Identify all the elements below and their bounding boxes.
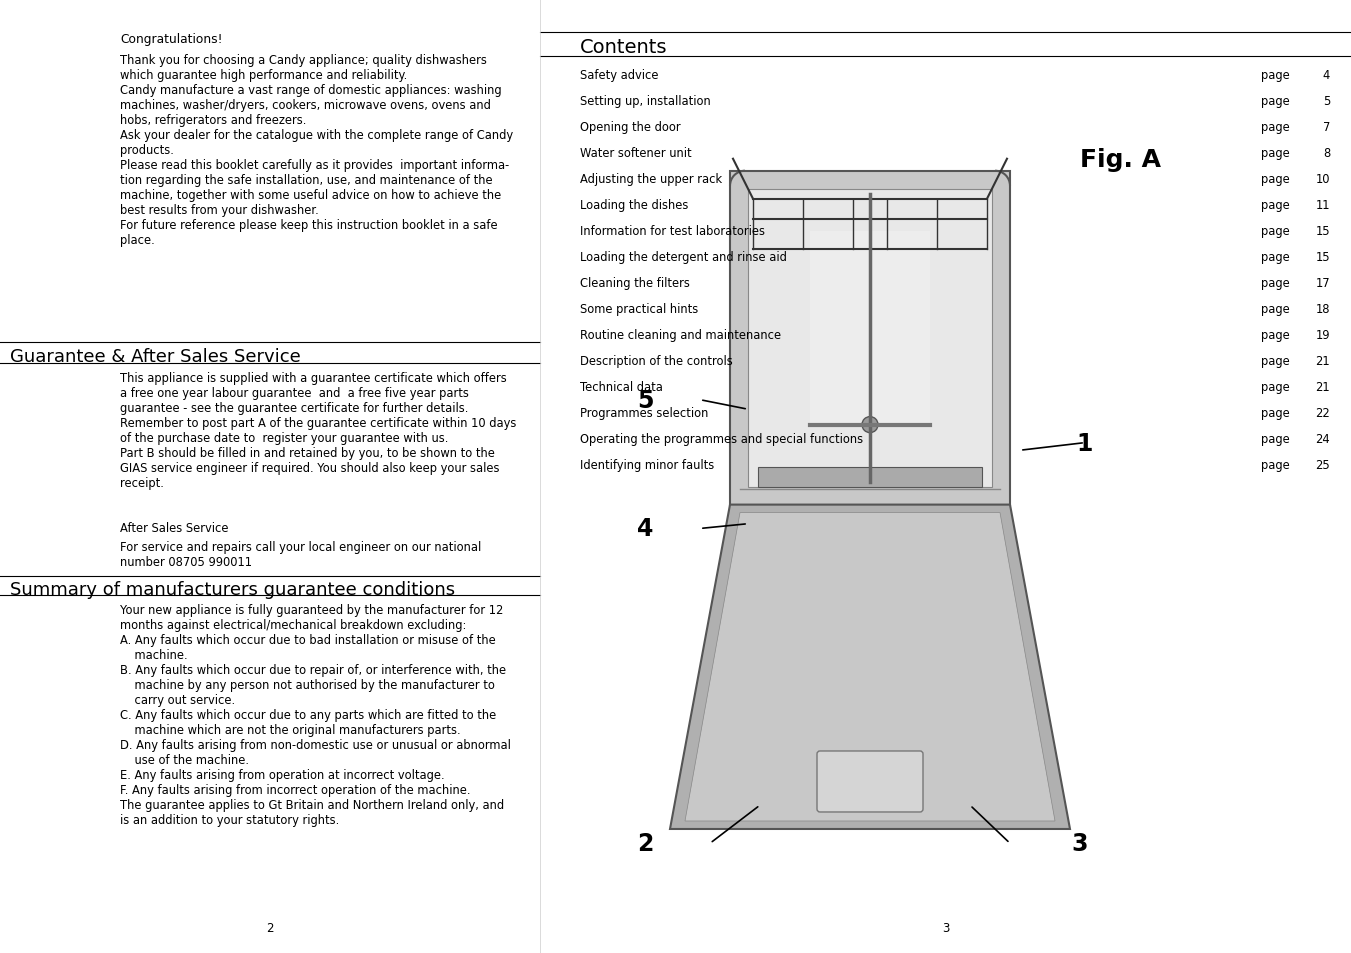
Text: Technical data: Technical data [580,380,663,394]
Text: page: page [1262,147,1290,159]
Text: 4: 4 [1323,69,1329,82]
Text: Identifying minor faults: Identifying minor faults [580,458,715,472]
Text: page: page [1262,276,1290,290]
Text: After Sales Service: After Sales Service [120,521,228,535]
Text: Routine cleaning and maintenance: Routine cleaning and maintenance [580,329,781,341]
Text: Congratulations!: Congratulations! [120,33,223,47]
Text: page: page [1262,198,1290,212]
Text: 10: 10 [1316,172,1329,186]
Text: 1: 1 [1077,431,1093,456]
Text: 21: 21 [1316,380,1329,394]
Text: 5: 5 [1323,94,1329,108]
Polygon shape [670,505,1070,829]
Text: Summary of manufacturers guarantee conditions: Summary of manufacturers guarantee condi… [9,580,455,598]
Text: page: page [1262,303,1290,315]
Text: page: page [1262,433,1290,446]
Text: page: page [1262,458,1290,472]
Text: Opening the door: Opening the door [580,121,681,133]
Text: Loading the dishes: Loading the dishes [580,198,689,212]
Text: page: page [1262,407,1290,419]
Text: Adjusting the upper rack: Adjusting the upper rack [580,172,723,186]
Text: 2: 2 [636,831,653,856]
Text: page: page [1262,69,1290,82]
Text: Setting up, installation: Setting up, installation [580,94,711,108]
Text: Operating the programmes and special functions: Operating the programmes and special fun… [580,433,863,446]
Text: page: page [1262,380,1290,394]
Text: 18: 18 [1316,303,1329,315]
Text: 19: 19 [1316,329,1329,341]
Text: 5: 5 [636,388,654,413]
Text: Information for test laboratories: Information for test laboratories [580,225,765,237]
Text: page: page [1262,329,1290,341]
Text: page: page [1262,225,1290,237]
Text: Fig. A: Fig. A [1079,148,1161,172]
Text: page: page [1262,94,1290,108]
Text: page: page [1262,121,1290,133]
Circle shape [862,417,878,434]
Text: 25: 25 [1316,458,1329,472]
Text: For service and repairs call your local engineer on our national
number 08705 99: For service and repairs call your local … [120,540,481,568]
Text: Loading the detergent and rinse aid: Loading the detergent and rinse aid [580,251,786,264]
Text: 24: 24 [1316,433,1329,446]
Text: Safety advice: Safety advice [580,69,658,82]
Text: 3: 3 [1071,831,1089,856]
Polygon shape [685,513,1055,821]
Text: 4: 4 [636,517,653,541]
Text: 3: 3 [942,921,950,934]
Text: page: page [1262,172,1290,186]
Text: Your new appliance is fully guaranteed by the manufacturer for 12
months against: Your new appliance is fully guaranteed b… [120,603,511,826]
Text: 15: 15 [1316,225,1329,237]
Text: Guarantee & After Sales Service: Guarantee & After Sales Service [9,348,301,366]
Text: Cleaning the filters: Cleaning the filters [580,276,690,290]
Text: 15: 15 [1316,251,1329,264]
Text: 8: 8 [1323,147,1329,159]
Text: Thank you for choosing a Candy appliance; quality dishwashers
which guarantee hi: Thank you for choosing a Candy appliance… [120,54,513,247]
Text: page: page [1262,355,1290,368]
Text: Some practical hints: Some practical hints [580,303,698,315]
Text: This appliance is supplied with a guarantee certificate which offers
a free one : This appliance is supplied with a guaran… [120,372,516,490]
Text: Contents: Contents [580,38,667,57]
Text: 21: 21 [1316,355,1329,368]
FancyBboxPatch shape [817,751,923,812]
Text: 17: 17 [1316,276,1329,290]
Text: page: page [1262,251,1290,264]
Text: Programmes selection: Programmes selection [580,407,708,419]
Text: 22: 22 [1316,407,1329,419]
Polygon shape [748,190,992,487]
Polygon shape [730,172,1011,505]
Text: 11: 11 [1316,198,1329,212]
Text: 7: 7 [1323,121,1329,133]
Polygon shape [811,232,929,425]
Text: 2: 2 [266,921,274,934]
Text: Description of the controls: Description of the controls [580,355,732,368]
Polygon shape [758,467,982,487]
Text: Water softener unit: Water softener unit [580,147,692,159]
